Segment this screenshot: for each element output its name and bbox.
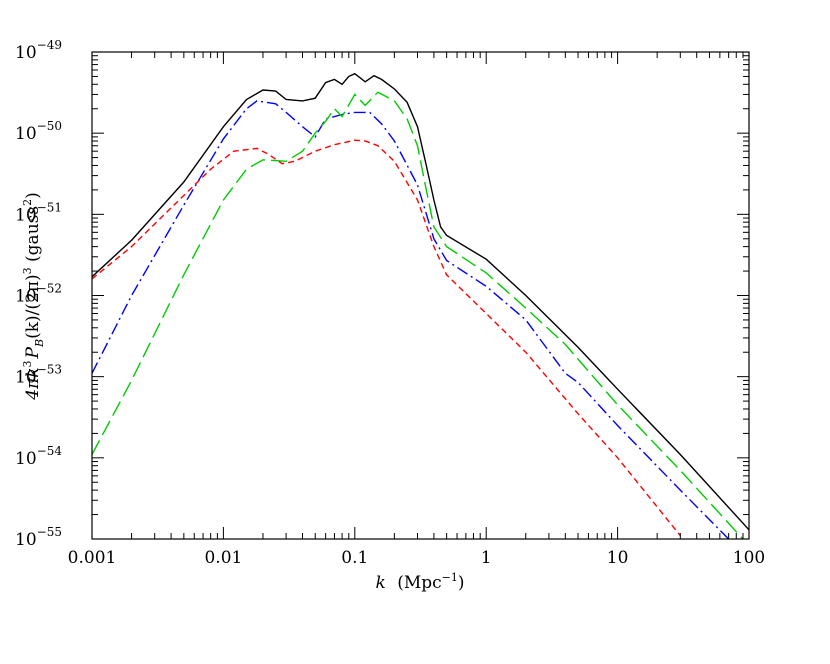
x-tick-label: 0.01: [204, 548, 242, 568]
series-layer: [91, 72, 750, 540]
series-line-3: [91, 91, 744, 540]
x-tick-label: 10: [607, 548, 629, 568]
x-tick-label: 0.001: [68, 548, 117, 568]
x-tick-label: 0.1: [341, 548, 368, 568]
y-tick-label: 10−55: [15, 525, 62, 550]
y-tick-label: 10−53: [15, 363, 62, 388]
series-line-1: [91, 72, 750, 531]
plot-frame: [91, 51, 750, 540]
x-tick-label: 1: [481, 548, 492, 568]
tick-label-layer: 0.001 0.01 0.1 1 10 100 10−55 10−54 10−53 10−52 10…: [15, 38, 765, 568]
series-line-4: [91, 139, 681, 537]
x-tick-label: 100: [733, 548, 765, 568]
y-tick-label: 10−52: [15, 282, 62, 307]
y-tick-label: 10−51: [15, 200, 62, 225]
y-tick-label: 10−50: [15, 119, 62, 144]
series-line-2: [91, 100, 730, 540]
y-axis-label: 4πk3PB(k)/(2π)3 (gauss2): [21, 192, 46, 400]
tick-layer: [91, 52, 749, 540]
y-tick-label: 10−49: [15, 38, 62, 63]
x-axis-label: k (Mpc−1): [375, 571, 464, 593]
y-tick-label: 10−54: [15, 444, 62, 469]
